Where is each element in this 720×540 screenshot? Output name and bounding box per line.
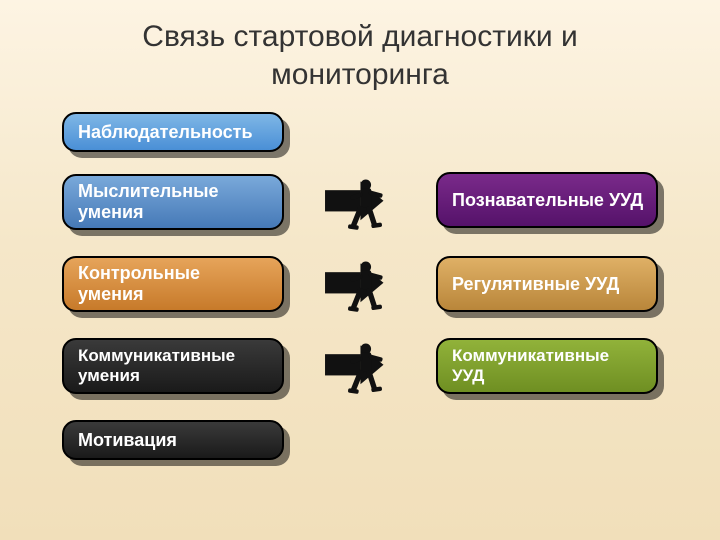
left-pill-label: Мыслительные умения xyxy=(78,181,272,222)
left-pill-label: Мотивация xyxy=(78,430,177,451)
title-line-2: мониторинга xyxy=(271,58,449,91)
left-pill-3: Коммуникативные умения xyxy=(62,338,284,394)
page-title: Связь стартовой диагностики и мониторинг… xyxy=(0,18,720,93)
left-pill-2: Контрольные умения xyxy=(62,256,284,312)
left-pill-label: Наблюдательность xyxy=(78,122,253,143)
right-pill-label: Коммуникативные УУД xyxy=(452,346,646,385)
left-pill-label: Коммуникативные умения xyxy=(78,346,272,385)
left-pill-0: Наблюдательность xyxy=(62,112,284,152)
title-line-1: Связь стартовой диагностики и xyxy=(142,20,577,53)
arrow-walker-icon xyxy=(318,340,410,402)
right-pill-0: Познавательные УУД xyxy=(436,172,658,228)
right-pill-1: Регулятивные УУД xyxy=(436,256,658,312)
right-pill-label: Познавательные УУД xyxy=(452,190,643,211)
left-pill-1: Мыслительные умения xyxy=(62,174,284,230)
right-pill-2: Коммуникативные УУД xyxy=(436,338,658,394)
left-pill-4: Мотивация xyxy=(62,420,284,460)
arrow-walker-icon xyxy=(318,176,410,238)
right-pill-label: Регулятивные УУД xyxy=(452,274,619,295)
arrow-walker-icon xyxy=(318,258,410,320)
left-pill-label: Контрольные умения xyxy=(78,263,200,304)
